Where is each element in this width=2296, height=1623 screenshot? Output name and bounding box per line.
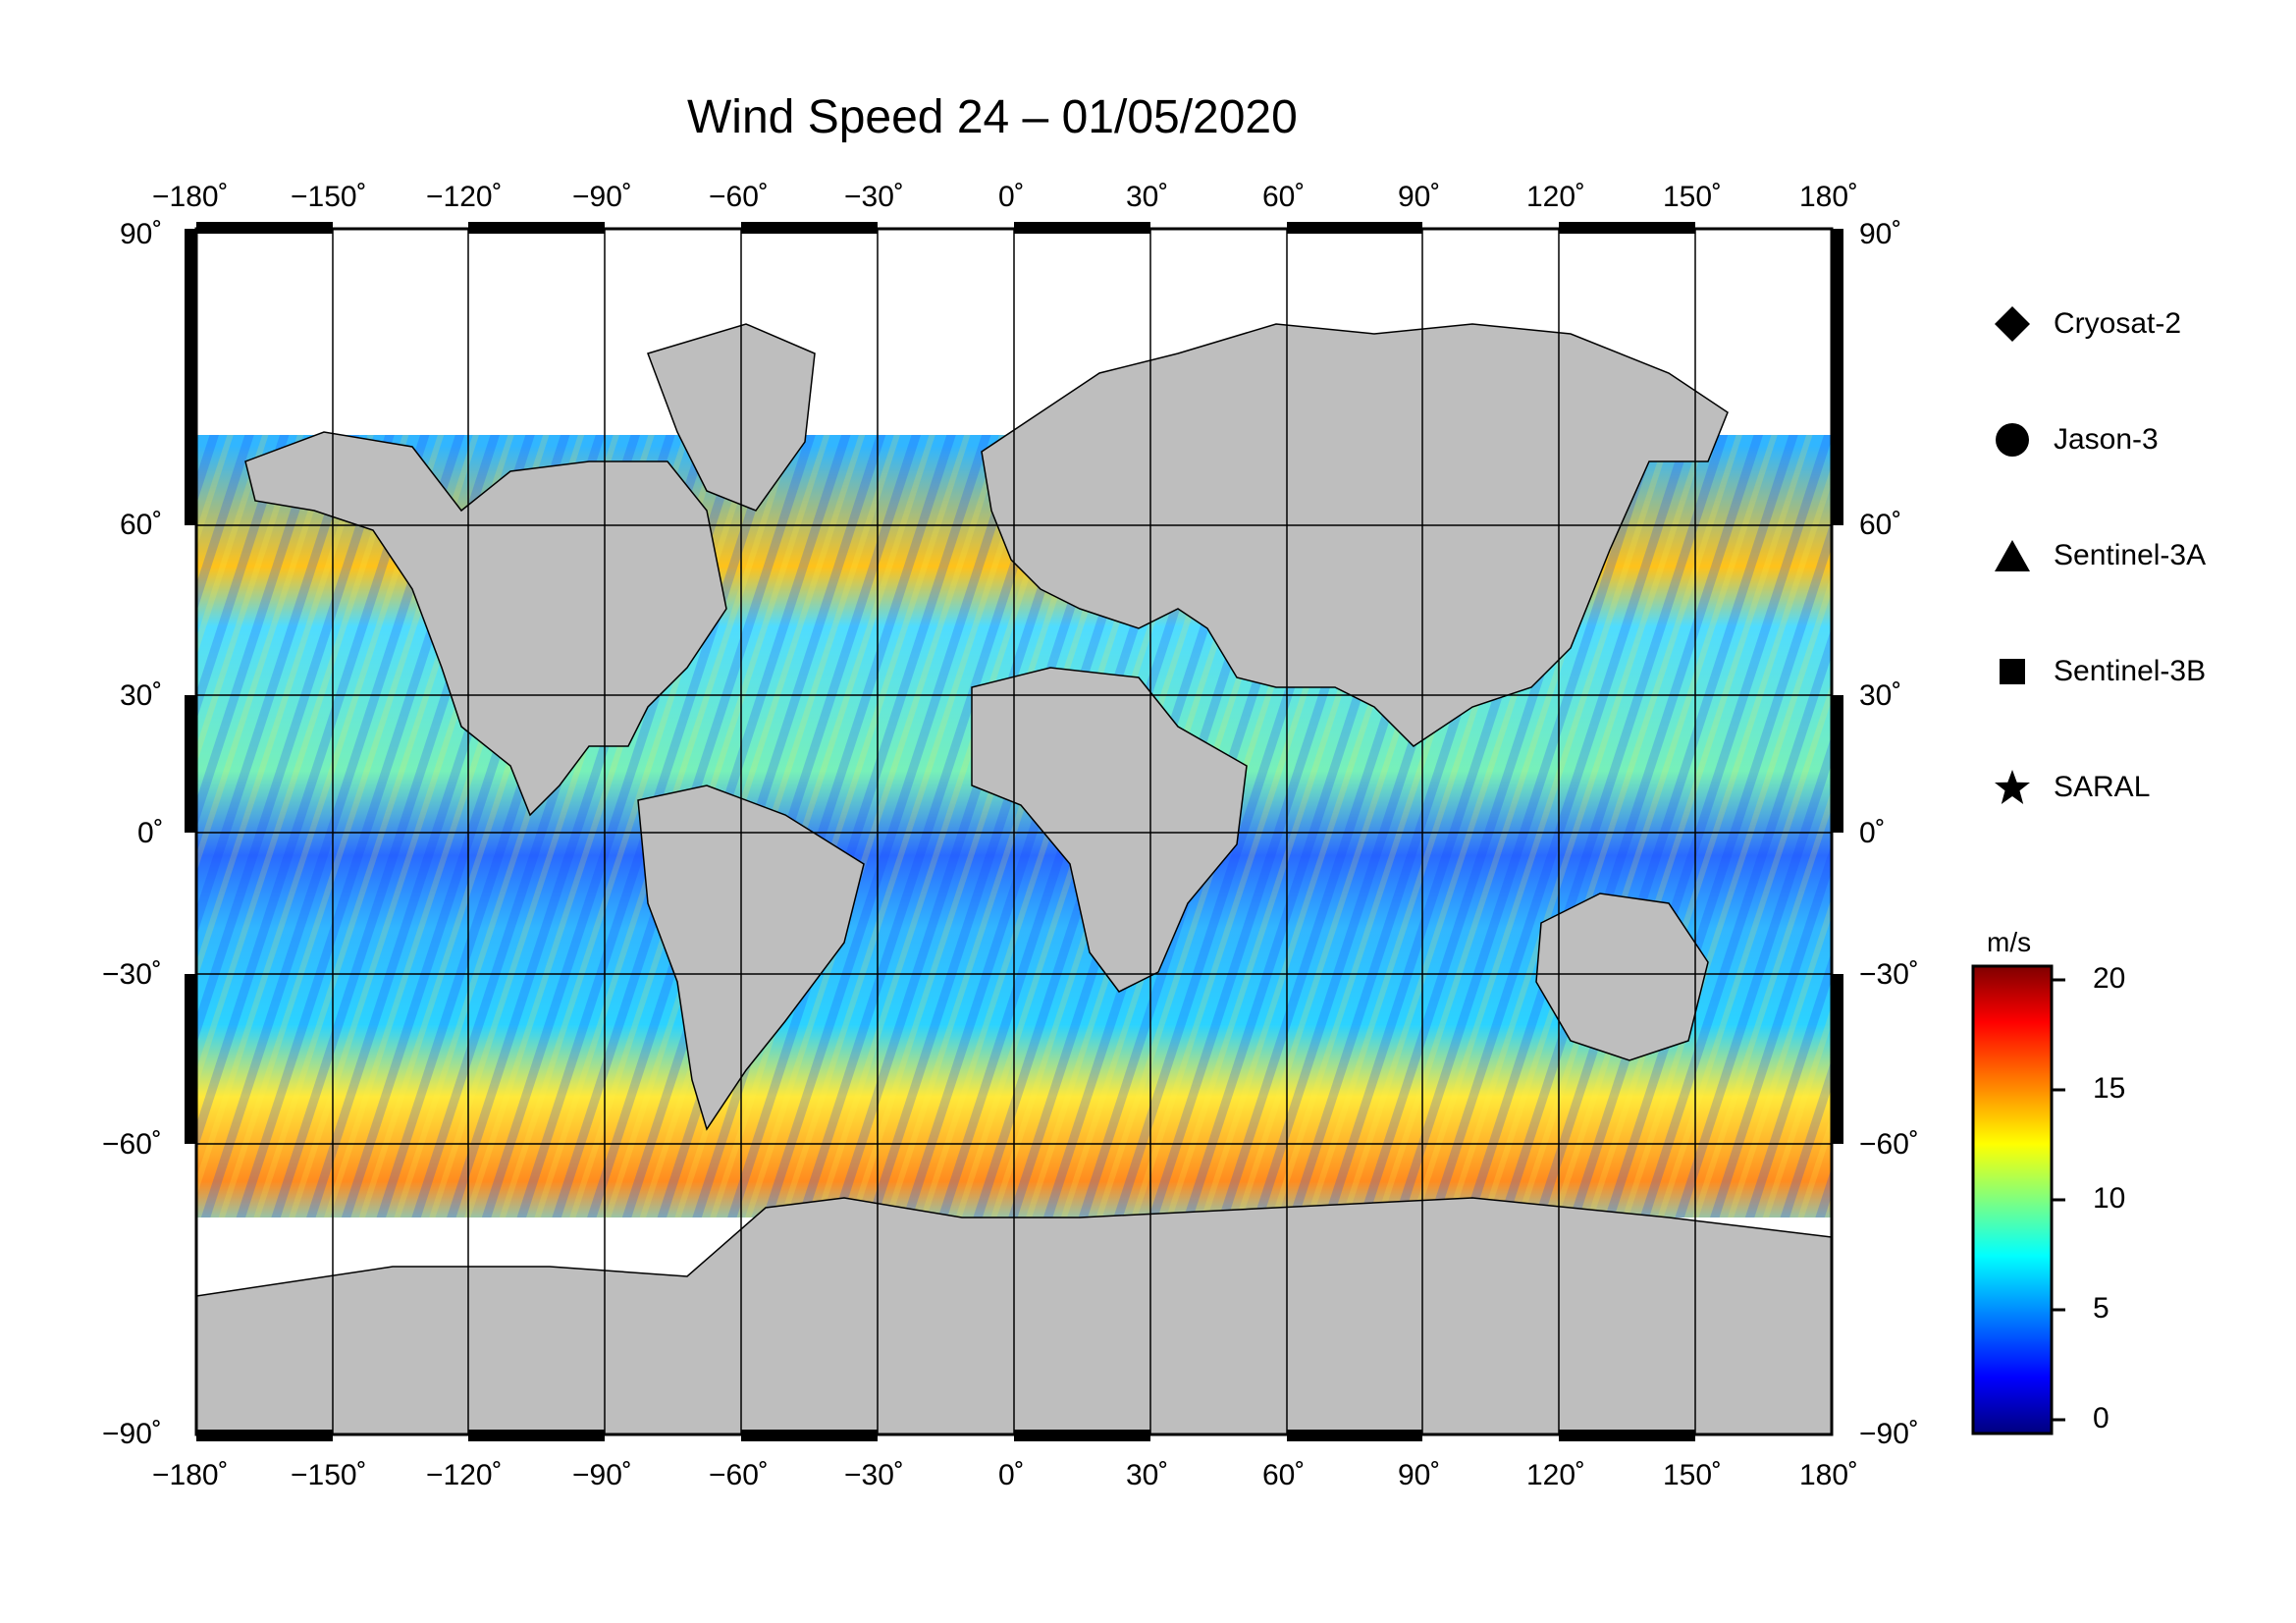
lon-tick-bottom: −180˚ [152,1459,229,1491]
lat-tick-left: 0˚ [137,817,164,849]
lon-tick-top: −120˚ [426,181,503,213]
lon-tick-bottom: 120˚ [1526,1459,1586,1491]
lon-tick-top: 30˚ [1126,181,1169,213]
map-title: Wind Speed 24 – 01/05/2020 [687,91,1298,143]
lat-tick-left: −60˚ [102,1128,162,1161]
lon-tick-bottom: −60˚ [709,1459,769,1491]
legend-item-jason: Jason-3 [1993,410,2159,469]
legend-label: Jason-3 [2054,423,2159,456]
lon-tick-bottom: −90˚ [572,1459,632,1491]
lon-tick-bottom: 0˚ [998,1459,1025,1491]
triangle-icon [1995,540,2030,571]
colorbar-tick-label: 15 [2093,1072,2126,1105]
lat-tick-left: −90˚ [102,1418,162,1450]
lat-tick-left: 30˚ [120,679,163,712]
star-icon [1995,770,2030,804]
graticule [196,229,1832,1434]
circle-icon [1996,423,2029,457]
lon-tick-top: −180˚ [152,181,229,213]
lon-tick-bottom: −150˚ [291,1459,367,1491]
lon-tick-top: 0˚ [998,181,1025,213]
eurasia-landmass [981,323,1729,747]
colorbar-unit: m/s [1987,927,2032,957]
legend-item-sentinel-3a: Sentinel-3A [1993,526,2206,585]
legend-item-saral: SARAL [1993,758,2150,817]
square-icon [2000,659,2025,684]
lon-tick-bottom: 90˚ [1398,1459,1441,1491]
legend-label: Cryosat-2 [2054,307,2182,340]
legend-label: SARAL [2054,771,2151,803]
lon-tick-top: 90˚ [1398,181,1441,213]
lat-tick-right: 0˚ [1859,817,1886,849]
lat-tick-right: −60˚ [1859,1128,1919,1161]
legend-label: Sentinel-3A [2054,539,2207,571]
lon-tick-top: 60˚ [1262,181,1306,213]
legend-item-cryosat: Cryosat-2 [1993,295,2181,353]
north-america-landmass [244,431,727,817]
lon-tick-top: 150˚ [1663,181,1723,213]
lat-tick-right: −90˚ [1859,1418,1919,1450]
lon-tick-top: −60˚ [709,181,769,213]
colorbar [1971,964,2054,1435]
colorbar-tick-label: 5 [2093,1292,2109,1325]
colorbar-tick-label: 10 [2093,1182,2126,1215]
lon-tick-top: −30˚ [844,181,904,213]
lat-tick-left: 60˚ [120,509,163,541]
lon-tick-bottom: 30˚ [1126,1459,1169,1491]
lon-tick-bottom: 60˚ [1262,1459,1306,1491]
lat-tick-right: 90˚ [1859,218,1902,250]
greenland-landmass [647,323,816,512]
legend-label: Sentinel-3B [2054,655,2207,687]
lon-tick-top: 180˚ [1799,181,1859,213]
lon-tick-bottom: −30˚ [844,1459,904,1491]
lon-tick-top: −150˚ [291,181,367,213]
lon-tick-top: −90˚ [572,181,632,213]
diamond-icon [1995,306,2030,342]
lat-tick-right: −30˚ [1859,958,1919,991]
africa-landmass [971,667,1248,993]
lon-tick-bottom: 180˚ [1799,1459,1859,1491]
colorbar-tick-label: 0 [2093,1402,2109,1434]
colorbar-tick-label: 20 [2093,962,2126,995]
lat-tick-right: 30˚ [1859,679,1902,712]
legend-item-sentinel-3b: Sentinel-3B [1993,642,2206,701]
lon-tick-bottom: −120˚ [426,1459,503,1491]
lat-tick-left: 90˚ [120,218,163,250]
lat-tick-right: 60˚ [1859,509,1902,541]
lon-tick-bottom: 150˚ [1663,1459,1723,1491]
lon-tick-top: 120˚ [1526,181,1586,213]
colorbar-ticks [2052,978,2065,1422]
frame-ticks [185,222,1843,1441]
south-america-landmass [637,784,865,1131]
australia-landmass [1535,893,1709,1061]
lat-tick-left: −30˚ [102,958,162,991]
